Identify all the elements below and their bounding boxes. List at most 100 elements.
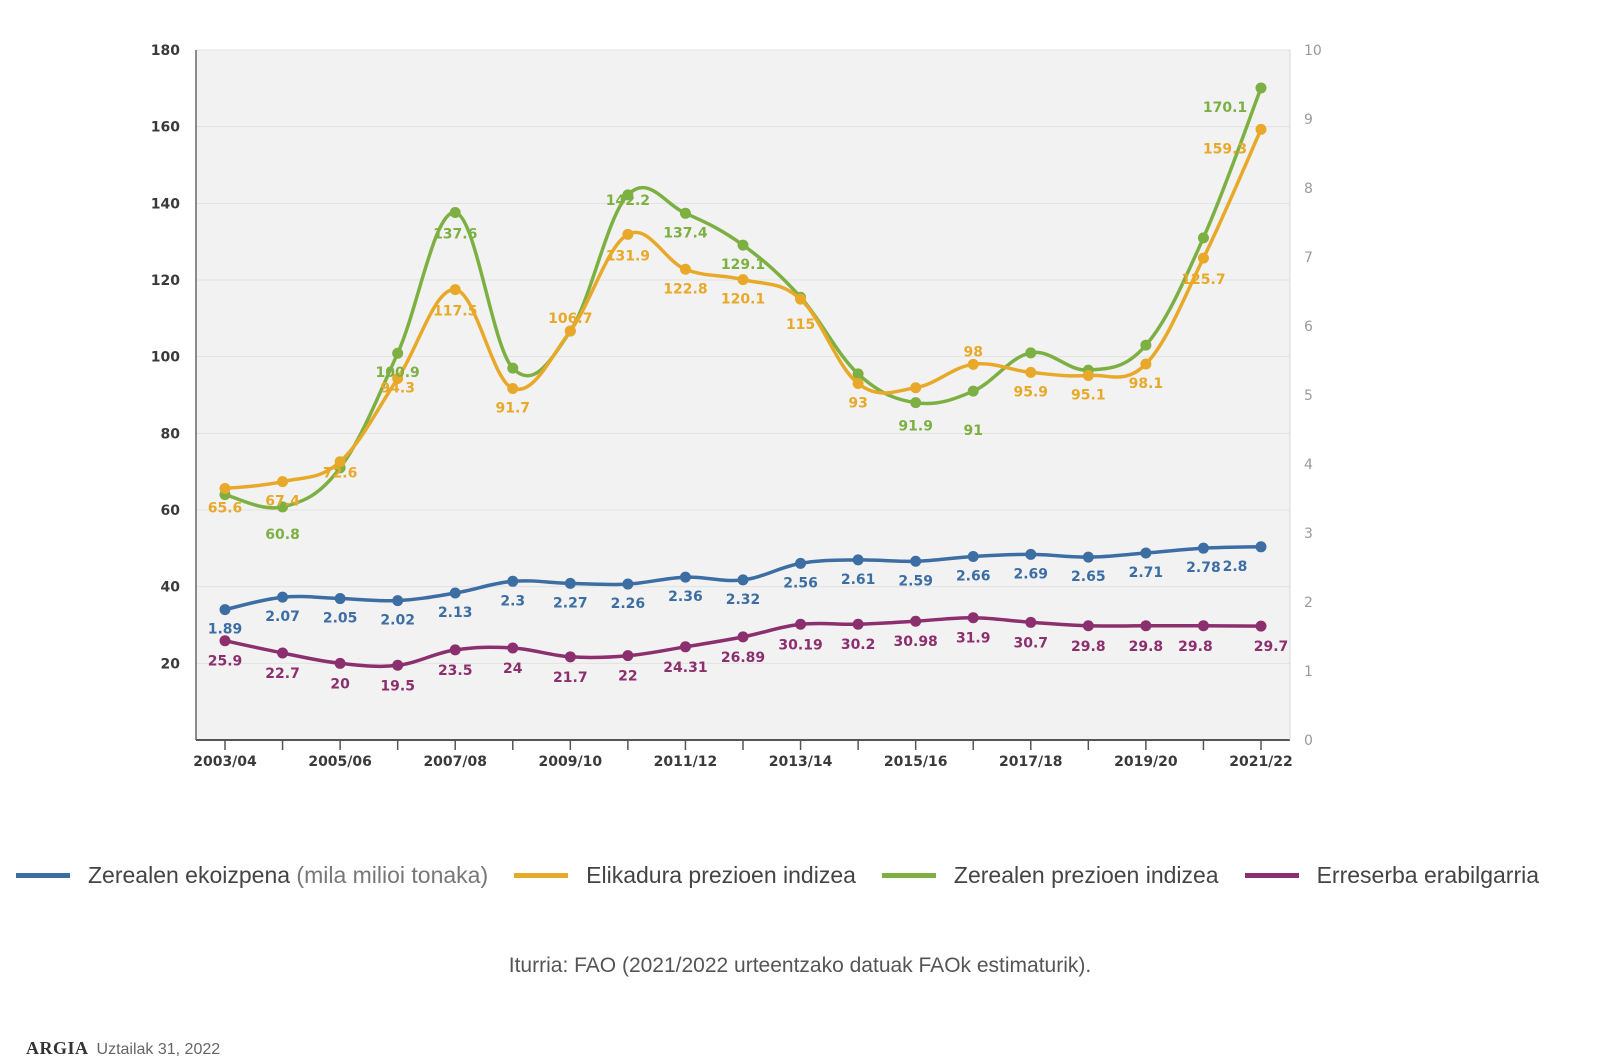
y-right-tick-label: 0 [1304,733,1313,749]
y-left-tick-label: 100 [151,350,180,366]
data-point [737,274,749,286]
data-label: 25.9 [208,654,243,670]
data-label: 2.69 [1014,566,1049,582]
data-point [277,476,289,488]
data-point [910,615,922,627]
data-label: 137.4 [663,225,708,241]
data-label: 95.9 [1014,384,1049,400]
data-label: 2.61 [841,572,876,588]
data-label: 2.02 [380,613,415,629]
line-chart: 20 40 60 80 100 120 140 160 180 0 1 2 3 4 5 6 7 8 9 10 2003/… [151,43,1322,770]
data-point [967,550,979,562]
data-point [1197,542,1209,554]
data-label: 24 [503,661,523,677]
data-point [852,378,864,389]
data-label: 2.07 [265,609,300,625]
axes: 20 40 60 80 100 120 140 160 180 0 1 2 3 4 5 6 7 8 9 10 2003/… [151,43,1322,770]
data-point [622,189,634,201]
data-point [507,362,519,374]
legend-unit-production: (mila milioi tonaka) [296,861,489,888]
legend-label-cereal-price: Zerealen prezioen indizea [953,861,1219,888]
data-label: 142.2 [606,193,650,209]
legend-label-production: Zerealen ekoizpena [88,861,291,888]
data-point [392,347,404,359]
data-label: 30.7 [1014,635,1049,651]
data-point [449,644,461,656]
legend-item-production: Zerealen ekoizpena (mila milioi tonaka) [16,862,488,889]
x-tick-label: 2015/16 [884,754,948,770]
data-point [679,641,691,653]
data-point [622,228,634,240]
data-point [1255,123,1267,135]
data-point [795,618,807,630]
data-point [1197,252,1209,264]
data-point [449,284,461,296]
data-point [795,293,807,305]
legend-label-reserve: Erreserba erabilgarria [1316,861,1540,888]
x-tick-label: 2007/08 [423,754,487,770]
data-label: 91 [963,423,982,439]
data-label: 131.9 [606,248,650,264]
data-label: 106.7 [548,311,592,327]
x-tick-label: 2011/12 [654,754,718,770]
data-point [334,456,346,468]
data-point [967,612,979,624]
y-right-tick-label: 1 [1304,664,1313,680]
data-label: 26.89 [721,650,765,666]
data-label: 91.7 [496,400,531,416]
source-note: Iturria: FAO (2021/2022 urteentzako datu… [508,954,1092,977]
data-point [1082,551,1094,563]
data-point [1197,232,1209,244]
data-label: 2.26 [611,596,646,612]
data-label: 30.19 [778,637,822,653]
data-point [1025,347,1037,359]
y-right-tick-label: 8 [1304,181,1313,197]
data-label: 29.8 [1129,639,1164,655]
data-label: 95.1 [1071,387,1106,403]
y-right-tick-label: 10 [1304,43,1322,59]
y-left-tick-label: 180 [151,43,180,59]
data-label: 30.98 [894,634,938,650]
y-left-tick-label: 140 [151,196,180,212]
data-label: 2.27 [553,595,588,611]
data-label: 19.5 [380,678,415,694]
data-label: 65.6 [208,501,243,517]
data-label: 67.4 [265,494,300,510]
data-label: 2.13 [438,605,473,621]
data-label: 117.5 [433,304,477,320]
data-point [852,554,864,566]
data-label: 100.9 [376,365,420,381]
data-label: 91.9 [898,419,933,435]
data-point [392,373,404,385]
data-point [219,483,231,495]
data-point [737,631,749,643]
data-label: 22.7 [265,666,300,682]
data-point [1140,339,1152,351]
data-point [277,647,289,659]
data-point [910,555,922,567]
y-right-tick-label: 5 [1304,388,1313,404]
y-right-tick-label: 3 [1304,526,1313,542]
data-point [507,575,519,587]
data-label: 72.6 [323,466,358,482]
data-label: 120.1 [721,292,765,308]
legend: Zerealen ekoizpena (mila milioi tonaka) … [16,860,1586,890]
data-point [679,571,691,583]
data-label: 20 [330,676,350,692]
x-tick-label: 2019/20 [1114,754,1178,770]
y-left-tick-label: 40 [161,580,181,596]
data-point [564,325,576,337]
data-point [334,593,346,605]
data-label: 2.66 [956,568,991,584]
data-point [1140,358,1152,370]
data-point [1025,548,1037,560]
y-left-tick-label: 60 [161,503,181,519]
data-point [507,642,519,654]
data-label: 170.1 [1203,100,1247,116]
y-left-tick-label: 120 [151,273,180,289]
data-point [1082,620,1094,632]
x-tick-label: 2021/22 [1229,754,1293,770]
data-label: 2.32 [726,592,761,608]
legend-item-cereal-price: Zerealen prezioen indizea [881,861,1219,889]
legend-swatch-food-price [514,872,569,878]
